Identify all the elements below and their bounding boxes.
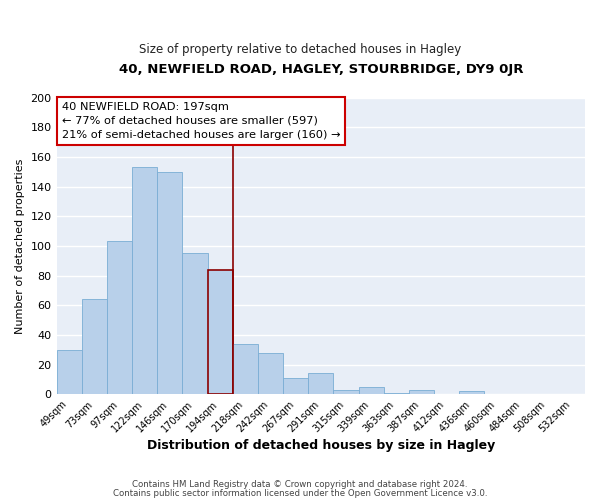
Text: Size of property relative to detached houses in Hagley: Size of property relative to detached ho… bbox=[139, 42, 461, 56]
Bar bbox=[308, 374, 334, 394]
Bar bbox=[409, 390, 434, 394]
Bar bbox=[334, 390, 359, 394]
Bar bbox=[258, 352, 283, 394]
Bar bbox=[459, 391, 484, 394]
Bar bbox=[182, 254, 208, 394]
Bar bbox=[82, 299, 107, 394]
Y-axis label: Number of detached properties: Number of detached properties bbox=[15, 158, 25, 334]
Bar bbox=[359, 387, 383, 394]
Bar bbox=[157, 172, 182, 394]
Bar bbox=[233, 344, 258, 394]
Bar bbox=[208, 270, 233, 394]
Bar bbox=[107, 242, 132, 394]
Text: 40 NEWFIELD ROAD: 197sqm
← 77% of detached houses are smaller (597)
21% of semi-: 40 NEWFIELD ROAD: 197sqm ← 77% of detach… bbox=[62, 102, 340, 140]
Text: Contains HM Land Registry data © Crown copyright and database right 2024.: Contains HM Land Registry data © Crown c… bbox=[132, 480, 468, 489]
Bar bbox=[56, 350, 82, 394]
Bar bbox=[383, 392, 409, 394]
Bar bbox=[132, 167, 157, 394]
Bar bbox=[283, 378, 308, 394]
Text: Contains public sector information licensed under the Open Government Licence v3: Contains public sector information licen… bbox=[113, 489, 487, 498]
Title: 40, NEWFIELD ROAD, HAGLEY, STOURBRIDGE, DY9 0JR: 40, NEWFIELD ROAD, HAGLEY, STOURBRIDGE, … bbox=[119, 62, 523, 76]
X-axis label: Distribution of detached houses by size in Hagley: Distribution of detached houses by size … bbox=[146, 440, 495, 452]
